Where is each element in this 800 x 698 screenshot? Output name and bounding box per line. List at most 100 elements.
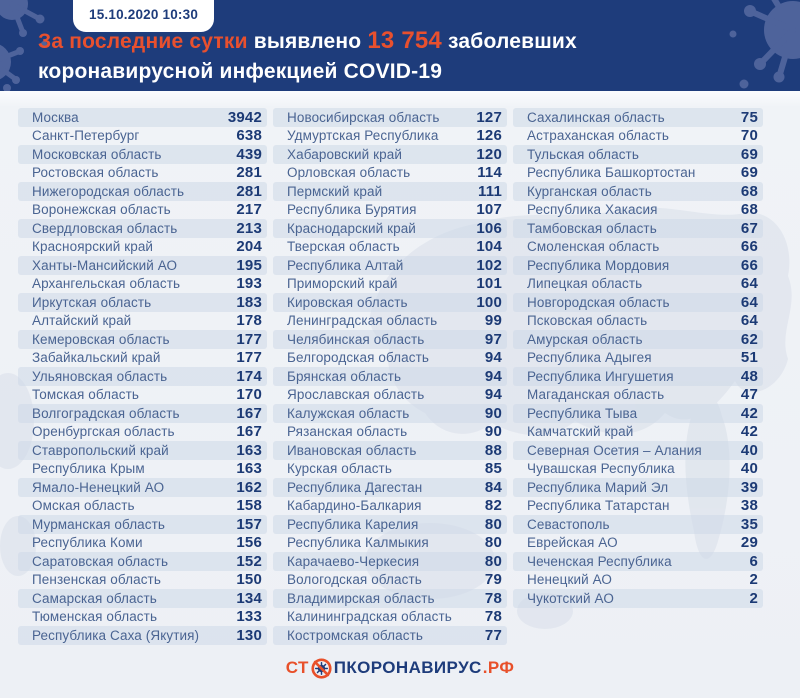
table-row: Саратовская область 152 xyxy=(18,552,267,571)
region-value: 213 xyxy=(236,219,262,237)
region-value: 130 xyxy=(236,626,262,644)
region-name: Республика Адыгея xyxy=(527,350,652,366)
region-name: Нижегородская область xyxy=(32,183,185,199)
region-value: 70 xyxy=(740,127,758,145)
region-value: 64 xyxy=(740,293,758,311)
region-name: Липецкая область xyxy=(527,276,643,292)
table-row: Красноярский край 204 xyxy=(18,238,267,257)
region-name: Магаданская область xyxy=(527,387,665,403)
table-row: Кировская область 100 xyxy=(273,293,507,312)
region-value: 94 xyxy=(484,386,502,404)
region-name: Мурманская область xyxy=(32,516,166,532)
table-row: Ямало-Ненецкий АО 162 xyxy=(18,478,267,497)
region-value: 170 xyxy=(236,386,262,404)
region-value: 106 xyxy=(476,219,502,237)
table-row: Тверская область 104 xyxy=(273,238,507,257)
region-value: 47 xyxy=(740,386,758,404)
region-name: Республика Дагестан xyxy=(287,479,423,495)
region-name: Белгородская область xyxy=(287,350,430,366)
table-row: Приморский край 101 xyxy=(273,275,507,294)
region-name: Оренбургская область xyxy=(32,424,175,440)
region-value: 51 xyxy=(740,349,758,367)
region-name: Брянская область xyxy=(287,368,402,384)
table-row: Республика Мордовия 66 xyxy=(513,256,763,275)
table-row: Новосибирская область 127 xyxy=(273,108,507,127)
region-name: Московская область xyxy=(32,146,162,162)
table-row: Республика Татарстан 38 xyxy=(513,497,763,516)
region-name: Самарская область xyxy=(32,590,157,606)
table-row: Республика Алтай 102 xyxy=(273,256,507,275)
region-value: 638 xyxy=(236,127,262,145)
table-row: Рязанская область 90 xyxy=(273,423,507,442)
region-name: Забайкальский край xyxy=(32,350,161,366)
region-name: Рязанская область xyxy=(287,424,408,440)
table-row: Чукотский АО 2 xyxy=(513,589,763,608)
table-row: Свердловская область 213 xyxy=(18,219,267,238)
table-row: Москва 3942 xyxy=(18,108,267,127)
table-row: Орловская область 114 xyxy=(273,164,507,183)
region-value: 68 xyxy=(740,182,758,200)
region-value: 90 xyxy=(484,423,502,441)
region-value: 134 xyxy=(236,589,262,607)
table-column-1: Москва 3942 Санкт-Петербург 638 Московская о… xyxy=(18,108,267,645)
region-value: 150 xyxy=(236,571,262,589)
region-value: 177 xyxy=(236,330,262,348)
region-value: 178 xyxy=(236,312,262,330)
table-row: Калужская область 90 xyxy=(273,404,507,423)
region-name: Москва xyxy=(32,109,79,125)
region-value: 162 xyxy=(236,478,262,496)
region-value: 80 xyxy=(484,552,502,570)
region-name: Республика Карелия xyxy=(287,516,419,532)
region-name: Республика Марий Эл xyxy=(527,479,669,495)
table-row: Астраханская область 70 xyxy=(513,127,763,146)
region-name: Архангельская область xyxy=(32,276,181,292)
table-row: Тульская область 69 xyxy=(513,145,763,164)
region-name: Пензенская область xyxy=(32,572,161,588)
region-name: Тамбовская область xyxy=(527,220,657,236)
region-value: 67 xyxy=(740,219,758,237)
logo-middle: ПКОРОНАВИРУС xyxy=(333,658,482,677)
table-row: Севастополь 35 xyxy=(513,515,763,534)
region-name: Ставропольский край xyxy=(32,442,169,458)
region-value: 64 xyxy=(740,312,758,330)
table-row: Воронежская область 217 xyxy=(18,201,267,220)
table-row: Калининградская область 78 xyxy=(273,608,507,627)
region-name: Иркутская область xyxy=(32,294,152,310)
region-value: 158 xyxy=(236,497,262,515)
region-name: Хабаровский край xyxy=(287,146,403,162)
region-name: Северная Осетия – Алания xyxy=(527,442,702,458)
region-value: 126 xyxy=(476,127,502,145)
title-number: 13 754 xyxy=(367,27,442,54)
region-value: 64 xyxy=(740,275,758,293)
region-value: 3942 xyxy=(227,108,262,126)
table-row: Вологодская область 79 xyxy=(273,571,507,590)
region-name: Ульяновская область xyxy=(32,368,168,384)
table-row: Оренбургская область 167 xyxy=(18,423,267,442)
region-value: 167 xyxy=(236,423,262,441)
title-line2: коронавирусной инфекцией COVID-19 xyxy=(38,60,443,83)
region-name: Республика Крым xyxy=(32,461,145,477)
table-row: Архангельская область 193 xyxy=(18,275,267,294)
table-row: Новгородская область 64 xyxy=(513,293,763,312)
region-value: 69 xyxy=(740,145,758,163)
table-row: Республика Карелия 80 xyxy=(273,515,507,534)
region-value: 48 xyxy=(740,367,758,385)
table-row: Волгоградская область 167 xyxy=(18,404,267,423)
region-name: Еврейская АО xyxy=(527,535,618,551)
region-name: Алтайский край xyxy=(32,313,132,329)
region-value: 127 xyxy=(476,108,502,126)
table-row: Иркутская область 183 xyxy=(18,293,267,312)
table-row: Курганская область 68 xyxy=(513,182,763,201)
table-row: Нижегородская область 281 xyxy=(18,182,267,201)
table-row: Санкт-Петербург 638 xyxy=(18,127,267,146)
region-name: Республика Бурятия xyxy=(287,202,417,218)
region-name: Вологодская область xyxy=(287,572,422,588)
table-row: Республика Адыгея 51 xyxy=(513,349,763,368)
region-name: Ненецкий АО xyxy=(527,572,613,588)
region-name: Республика Хакасия xyxy=(527,202,658,218)
region-name: Красноярский край xyxy=(32,239,154,255)
table-row: Ульяновская область 174 xyxy=(18,367,267,386)
region-name: Томская область xyxy=(32,387,139,403)
region-name: Саратовская область xyxy=(32,553,169,569)
table-row: Псковская область 64 xyxy=(513,312,763,331)
